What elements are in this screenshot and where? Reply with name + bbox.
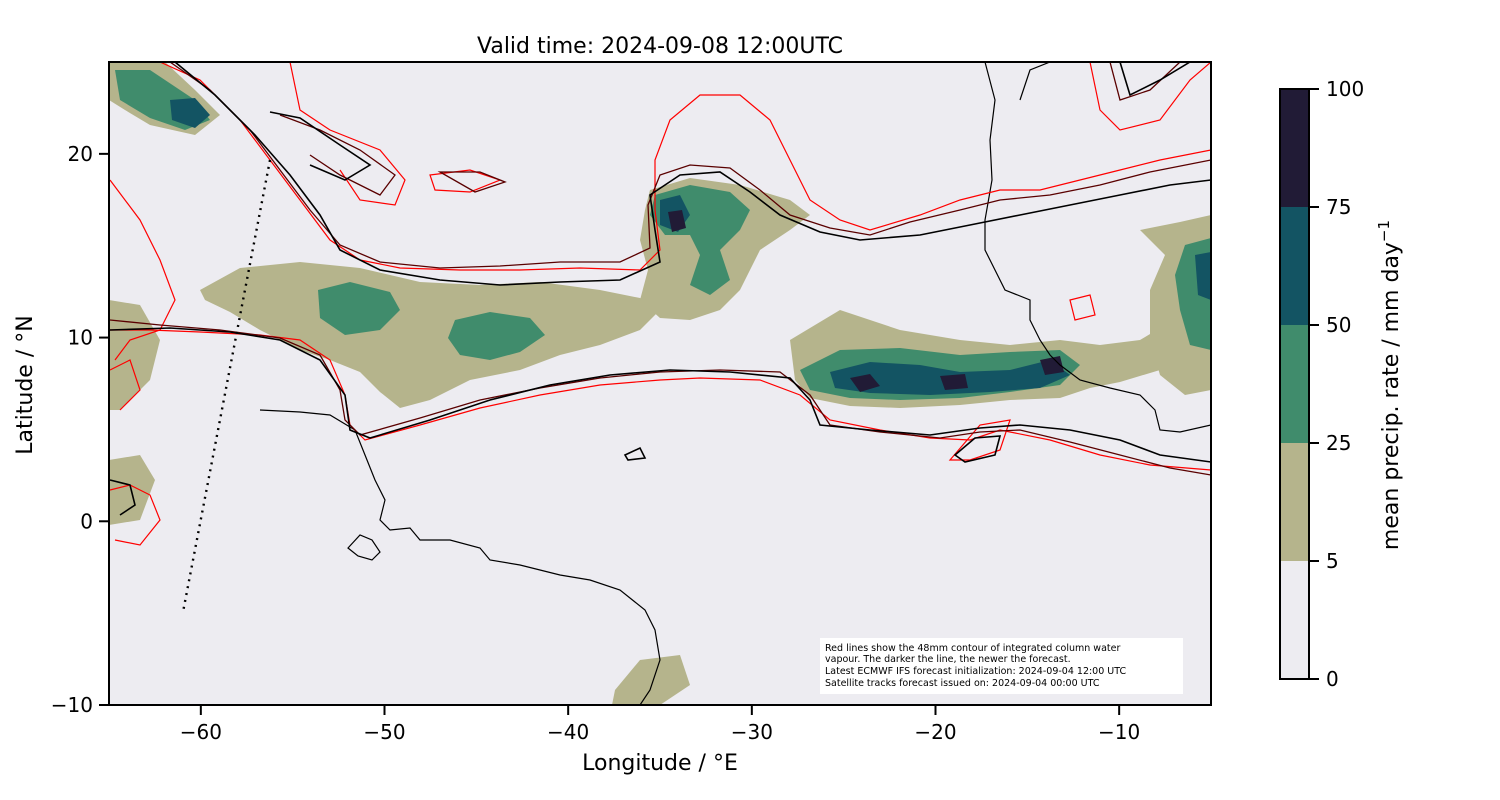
map-title: Valid time: 2024-09-08 12:00UTC bbox=[477, 34, 843, 59]
x-tick-label: −50 bbox=[363, 720, 405, 744]
y-tick-label: 0 bbox=[80, 509, 93, 533]
colorbar-segment bbox=[1280, 325, 1309, 443]
colorbar-tick-label: 5 bbox=[1326, 549, 1339, 573]
x-tick-label: −40 bbox=[547, 720, 589, 744]
y-tick-label: 10 bbox=[68, 326, 93, 350]
y-axis-label: Latitude / °N bbox=[13, 315, 38, 454]
y-tick-label: −10 bbox=[51, 693, 93, 717]
colorbar-tick-label: 25 bbox=[1326, 431, 1351, 455]
wv-contours-newest bbox=[109, 62, 1211, 516]
colorbar-label-main: mean precip. rate / mm day bbox=[1379, 242, 1404, 550]
colorbar-tick-label: 100 bbox=[1326, 77, 1364, 101]
x-tick-label: −10 bbox=[1098, 720, 1140, 744]
colorbar-tick-label: 0 bbox=[1326, 667, 1339, 691]
colorbar: 0 5 25 50 75 100 bbox=[1279, 77, 1364, 691]
colorbar-frame bbox=[1279, 88, 1310, 680]
map-frame bbox=[108, 61, 1212, 706]
x-axis-ticks: −60 −50 −40 −30 −20 −10 bbox=[180, 705, 1140, 744]
x-tick-label: −20 bbox=[914, 720, 956, 744]
coastlines bbox=[259, 62, 1211, 705]
note-line-3: Latest ECMWF IFS forecast initialization… bbox=[825, 666, 1126, 677]
y-tick-label: 20 bbox=[68, 142, 93, 166]
x-tick-label: −30 bbox=[731, 720, 773, 744]
colorbar-label-sup: −1 bbox=[1375, 220, 1393, 242]
y-axis-ticks: 20 10 0 −10 bbox=[51, 142, 109, 717]
note-line-2: vapour. The darker the line, the newer t… bbox=[825, 654, 1071, 665]
x-tick-label: −60 bbox=[180, 720, 222, 744]
map-plot-area bbox=[109, 62, 1211, 705]
colorbar-segment bbox=[1280, 207, 1309, 325]
wv-contours-mid bbox=[109, 62, 1211, 476]
precip-band-75-100 bbox=[668, 210, 1064, 392]
colorbar-segment bbox=[1280, 443, 1309, 561]
forecast-note: Red lines show the 48mm contour of integ… bbox=[820, 638, 1183, 694]
note-line-4: Satellite tracks forecast issued on: 202… bbox=[825, 678, 1100, 689]
colorbar-tick-label: 50 bbox=[1326, 313, 1351, 337]
x-axis-label: Longitude / °E bbox=[582, 751, 738, 776]
colorbar-label: mean precip. rate / mm day−1 bbox=[1375, 220, 1404, 550]
note-box bbox=[820, 638, 1183, 694]
colorbar-segment bbox=[1280, 561, 1309, 679]
note-line-1: Red lines show the 48mm contour of integ… bbox=[825, 643, 1120, 654]
colorbar-tick-label: 75 bbox=[1326, 195, 1351, 219]
colorbar-segment bbox=[1280, 89, 1309, 207]
